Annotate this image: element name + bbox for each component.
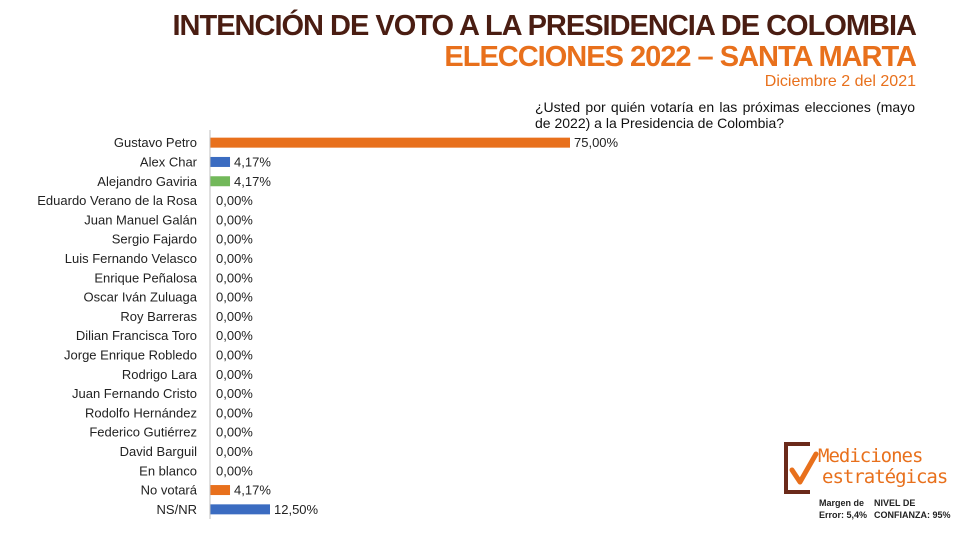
category-label: Rodolfo Hernández bbox=[85, 405, 197, 420]
value-label: 4,17% bbox=[234, 483, 271, 498]
logo-line1: Mediciones bbox=[818, 445, 923, 467]
value-label: 0,00% bbox=[216, 212, 253, 227]
margin-line1: Margen de bbox=[819, 498, 865, 508]
margin-line2: Error: 5,4% bbox=[819, 510, 868, 520]
bar bbox=[210, 137, 570, 148]
title-date: Diciembre 2 del 2021 bbox=[764, 73, 916, 90]
logo-check-icon bbox=[784, 442, 819, 494]
category-label: Roy Barreras bbox=[120, 309, 197, 324]
survey-question: ¿Usted por quién votaría en las próximas… bbox=[535, 99, 915, 131]
confidence-line1: NIVEL DE bbox=[874, 498, 916, 508]
value-label: 0,00% bbox=[216, 444, 253, 459]
value-label: 0,00% bbox=[216, 425, 253, 440]
bar-chart: Gustavo Petro 75,00% Alex Char 4,17% Alejand… bbox=[37, 130, 619, 519]
category-label: Jorge Enrique Robledo bbox=[64, 347, 197, 362]
confidence-note: NIVEL DE CONFIANZA: 95% bbox=[874, 497, 951, 521]
value-label: 0,00% bbox=[216, 347, 253, 362]
category-label: Oscar Iván Zuluaga bbox=[84, 290, 198, 305]
category-label: Juan Fernando Cristo bbox=[72, 386, 197, 401]
bar bbox=[210, 156, 231, 167]
bar bbox=[210, 504, 270, 515]
category-label: Enrique Peñalosa bbox=[94, 270, 197, 285]
bar bbox=[210, 485, 231, 496]
value-label: 12,50% bbox=[274, 502, 319, 517]
bar bbox=[210, 176, 231, 187]
value-label: 0,00% bbox=[216, 270, 253, 285]
category-label: Luis Fernando Velasco bbox=[65, 251, 197, 266]
category-label: Federico Gutiérrez bbox=[89, 425, 197, 440]
confidence-line2: CONFIANZA: 95% bbox=[874, 510, 951, 520]
value-label: 0,00% bbox=[216, 251, 253, 266]
category-label: Sergio Fajardo bbox=[112, 232, 197, 247]
value-label: 0,00% bbox=[216, 309, 253, 324]
logo-wordmark: Mediciones estratégicas bbox=[818, 445, 948, 488]
value-label: 4,17% bbox=[234, 154, 271, 169]
category-label: Alex Char bbox=[140, 154, 198, 169]
margin-note: Margen de Error: 5,4% bbox=[819, 497, 867, 521]
value-label: 0,00% bbox=[216, 463, 253, 478]
value-label: 0,00% bbox=[216, 328, 253, 343]
category-label: Alejandro Gaviria bbox=[97, 174, 197, 189]
logo: Mediciones estratégicas bbox=[784, 442, 948, 494]
category-label: Dilian Francisca Toro bbox=[76, 328, 197, 343]
category-label: NS/NR bbox=[157, 502, 197, 517]
title-main: INTENCIÓN DE VOTO A LA PRESIDENCIA DE CO… bbox=[172, 10, 917, 42]
value-label: 0,00% bbox=[216, 386, 253, 401]
logo-line2: estratégicas bbox=[822, 466, 948, 488]
value-label: 0,00% bbox=[216, 367, 253, 382]
value-label: 0,00% bbox=[216, 405, 253, 420]
value-label: 4,17% bbox=[234, 174, 271, 189]
category-label: Gustavo Petro bbox=[114, 135, 197, 150]
value-label: 75,00% bbox=[574, 135, 619, 150]
category-label: En blanco bbox=[139, 463, 197, 478]
value-label: 0,00% bbox=[216, 232, 253, 247]
title-sub: ELECCIONES 2022 – SANTA MARTA bbox=[444, 41, 917, 73]
category-label: Eduardo Verano de la Rosa bbox=[37, 193, 197, 208]
category-label: David Barguil bbox=[120, 444, 197, 459]
value-label: 0,00% bbox=[216, 193, 253, 208]
title-block: INTENCIÓN DE VOTO A LA PRESIDENCIA DE CO… bbox=[173, 10, 917, 92]
category-label: No votará bbox=[141, 483, 198, 498]
category-label: Rodrigo Lara bbox=[122, 367, 198, 382]
value-label: 0,00% bbox=[216, 290, 253, 305]
category-label: Juan Manuel Galán bbox=[84, 212, 197, 227]
